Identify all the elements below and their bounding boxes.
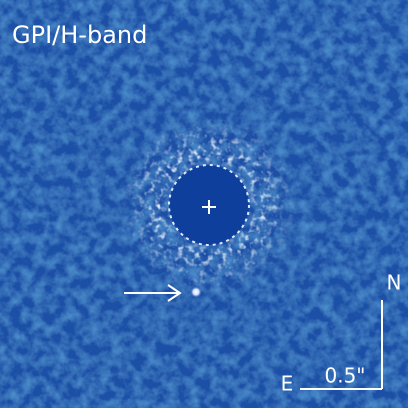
- planet: [190, 286, 202, 298]
- page: {"image": {"title": "GPI/H-band", "compa…: [0, 0, 408, 408]
- image-view: GPI/H-band N E 0.5": [0, 0, 408, 408]
- compass-east: E: [281, 372, 294, 396]
- compass-north: N: [387, 271, 402, 295]
- scale-label: 0.5": [324, 364, 365, 388]
- band-label: GPI/H-band: [12, 21, 147, 49]
